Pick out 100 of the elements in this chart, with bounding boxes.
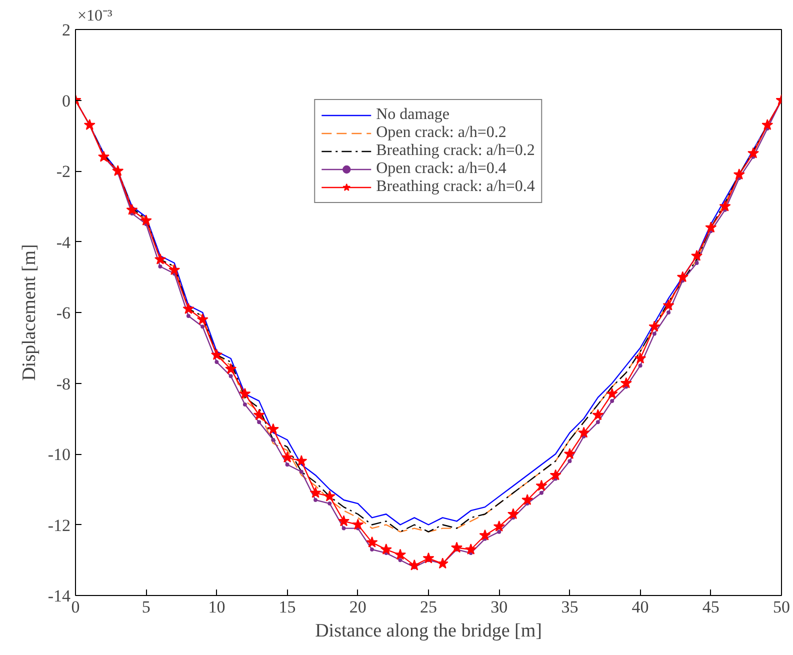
point [638, 364, 642, 368]
x-tick-label: 5 [142, 598, 150, 616]
point [380, 544, 392, 554]
point [242, 402, 247, 406]
y-tick-label: 2 [62, 20, 70, 40]
y-tick-label: -10 [48, 445, 71, 464]
point [748, 147, 759, 158]
point [634, 352, 646, 364]
point [285, 462, 290, 467]
point [596, 420, 600, 424]
point [564, 448, 576, 459]
y-tick-label: -2 [56, 162, 71, 181]
point [370, 548, 374, 552]
point [408, 559, 420, 570]
point [578, 426, 590, 438]
point [465, 544, 477, 554]
x-tick-label: 35 [561, 598, 578, 616]
point [98, 150, 110, 162]
point [186, 314, 190, 318]
point [536, 480, 548, 491]
x-tick-label: 10 [208, 598, 226, 616]
text: ×10⁻³ [78, 8, 113, 24]
point [394, 548, 406, 560]
point [691, 250, 703, 261]
point [225, 363, 237, 374]
point [366, 536, 378, 548]
point [352, 518, 364, 530]
x-tick-label: 40 [632, 598, 649, 616]
point [324, 490, 336, 502]
point [342, 526, 346, 530]
point [112, 165, 124, 176]
y-tick-label: 0 [62, 91, 70, 110]
point [310, 486, 322, 498]
point [214, 360, 219, 364]
point [84, 119, 96, 130]
point [314, 498, 318, 502]
point [299, 470, 304, 474]
y-axis-title: Displacement [m] [18, 244, 40, 381]
point [200, 324, 205, 329]
y-tick-label: -4 [56, 232, 71, 252]
point [497, 530, 502, 534]
point [662, 299, 674, 310]
point [328, 502, 332, 506]
point [451, 542, 462, 553]
x-axis-title: Distance along the bridge [m] [315, 620, 542, 642]
point [239, 388, 251, 399]
y-tick-label: -6 [56, 304, 71, 322]
point [140, 214, 152, 226]
point [436, 558, 448, 569]
point [676, 271, 688, 282]
point [267, 423, 279, 434]
x-tick-label: 45 [702, 598, 720, 616]
point [493, 520, 505, 532]
point [398, 558, 402, 562]
point [196, 314, 208, 325]
x-tick-label: 50 [773, 598, 790, 616]
legend-label: Open crack: a/h=0.2 [376, 124, 506, 142]
point [610, 398, 614, 403]
point [507, 508, 519, 520]
point [705, 222, 717, 233]
point [158, 264, 162, 269]
point [719, 200, 731, 212]
point [550, 469, 562, 480]
point [296, 455, 308, 466]
point [182, 302, 194, 314]
point [694, 260, 699, 265]
legend-label: No damage [376, 106, 450, 124]
x-tick-label: 30 [490, 598, 508, 616]
point [762, 119, 774, 130]
point [666, 310, 671, 314]
point [154, 253, 166, 264]
x-tick-label: 25 [420, 598, 437, 616]
x-tick-label: 15 [278, 598, 296, 616]
point [253, 409, 265, 420]
point [620, 377, 632, 388]
point [282, 452, 294, 462]
x-tick-label: 20 [349, 598, 366, 616]
legend-label: Breathing crack: a/h=0.2 [376, 142, 535, 160]
point [522, 494, 534, 505]
point [568, 459, 572, 464]
point [479, 529, 491, 540]
y-tick-label: -14 [48, 586, 71, 606]
point [257, 420, 262, 424]
legend-label: Open crack: a/h=0.4 [376, 160, 506, 178]
point [228, 374, 233, 378]
point [338, 515, 350, 526]
point [539, 490, 544, 495]
point [592, 409, 604, 420]
y-tick-label: -8 [56, 374, 71, 394]
legend-label: Breathing crack: a/h=0.4 [376, 178, 535, 196]
point [652, 332, 656, 336]
point [606, 388, 618, 399]
point [422, 552, 434, 564]
point [648, 320, 660, 332]
point [168, 264, 180, 275]
point [126, 204, 138, 215]
y-tick-label: -12 [48, 516, 71, 535]
point [210, 348, 222, 360]
point [271, 438, 276, 442]
point [733, 168, 745, 180]
